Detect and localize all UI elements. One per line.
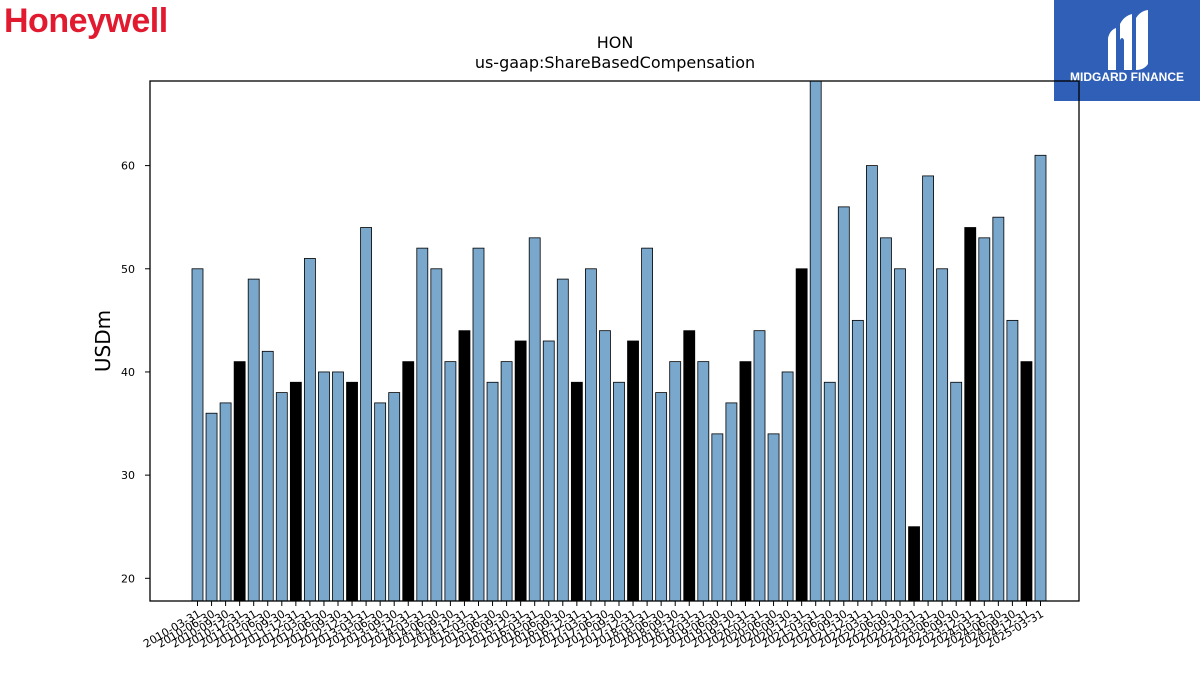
bar-2017-09-30 bbox=[613, 381, 625, 602]
y-tick-label: 20 bbox=[121, 572, 135, 585]
bar-2017-06-30 bbox=[599, 330, 611, 602]
bar-2016-09-30 bbox=[556, 278, 569, 602]
bar-2011-09-30 bbox=[275, 392, 288, 602]
bar-2012-03-31 bbox=[303, 258, 316, 602]
bar-2010-09-30 bbox=[219, 402, 232, 602]
bar-2023-09-30 bbox=[950, 381, 963, 602]
bar-2015-12-31 bbox=[514, 340, 527, 602]
bar-2024-09-30 bbox=[1006, 319, 1019, 602]
bar-2023-12-31 bbox=[964, 227, 977, 602]
bar-2010-12-31 bbox=[233, 361, 246, 602]
bar-2020-12-31 bbox=[795, 268, 808, 602]
midgard-emblem-icon bbox=[1108, 10, 1148, 70]
bar-2010-03-31 bbox=[191, 268, 204, 602]
watermark-text: MIDGARD FINANCE bbox=[1070, 70, 1184, 84]
y-axis-label: USDm bbox=[91, 310, 115, 372]
bar-2022-06-30 bbox=[880, 237, 892, 602]
bar-2018-03-31 bbox=[641, 247, 653, 602]
x-axis-ticks: 2010-03-312010-06-302010-09-302010-12-31… bbox=[141, 601, 1046, 651]
bar-2021-12-31 bbox=[851, 319, 864, 602]
bar-2019-09-30 bbox=[725, 402, 738, 602]
midgard-finance-logo: MIDGARD FINANCE bbox=[1054, 0, 1200, 101]
bar-2011-12-31 bbox=[289, 381, 302, 602]
bar-2017-12-31 bbox=[627, 340, 639, 602]
bar-2014-12-31 bbox=[458, 330, 471, 602]
bar-2021-06-30 bbox=[823, 381, 836, 602]
bar-2022-09-30 bbox=[894, 268, 906, 602]
bar-2017-03-31 bbox=[585, 268, 597, 602]
bar-2021-03-31 bbox=[809, 80, 822, 602]
bar-2015-09-30 bbox=[500, 361, 513, 602]
bar-2019-06-30 bbox=[711, 433, 724, 602]
bar-2013-12-31 bbox=[402, 361, 415, 602]
bar-2025-03-31 bbox=[1034, 154, 1047, 602]
bar-2016-12-31 bbox=[570, 381, 583, 602]
bar-2020-09-30 bbox=[781, 371, 794, 602]
bar-2024-12-31 bbox=[1020, 361, 1033, 602]
bar-2023-06-30 bbox=[936, 268, 949, 602]
y-tick-label: 60 bbox=[121, 160, 135, 173]
bar-2016-06-30 bbox=[542, 340, 555, 602]
bar-2024-03-31 bbox=[978, 237, 991, 602]
bar-2022-03-31 bbox=[866, 165, 878, 602]
bar-2013-03-31 bbox=[360, 227, 373, 602]
y-tick-label: 50 bbox=[121, 263, 135, 276]
bar-2012-12-31 bbox=[346, 381, 358, 602]
bar-2012-06-30 bbox=[318, 371, 330, 602]
bar-2014-09-30 bbox=[444, 361, 457, 602]
bar-2020-06-30 bbox=[767, 433, 780, 602]
plot-frame bbox=[149, 80, 1080, 602]
bar-2015-06-30 bbox=[486, 381, 499, 602]
bar-2022-12-31 bbox=[908, 526, 920, 602]
chart-title: HON bbox=[597, 33, 634, 52]
y-tick-label: 30 bbox=[121, 469, 135, 482]
bar-2021-09-30 bbox=[837, 206, 850, 602]
bar-2018-09-30 bbox=[669, 361, 682, 602]
y-tick-label: 40 bbox=[121, 366, 135, 379]
bar-2011-03-31 bbox=[247, 278, 260, 602]
bar-2019-12-31 bbox=[739, 361, 752, 602]
bar-2012-09-30 bbox=[332, 371, 344, 602]
bar-2013-06-30 bbox=[374, 402, 387, 602]
bar-2019-03-31 bbox=[697, 361, 710, 602]
bars-group bbox=[191, 80, 1047, 602]
chart-subtitle: us-gaap:ShareBasedCompensation bbox=[475, 53, 755, 72]
bar-2016-03-31 bbox=[528, 237, 541, 602]
bar-2014-03-31 bbox=[416, 247, 429, 602]
bar-2018-12-31 bbox=[683, 330, 696, 602]
bar-2011-06-30 bbox=[261, 350, 274, 602]
bar-2013-09-30 bbox=[388, 392, 401, 602]
bar-2010-06-30 bbox=[205, 412, 218, 602]
honeywell-logo: Honeywell bbox=[4, 2, 168, 40]
bar-2020-03-31 bbox=[753, 330, 766, 602]
bar-2015-03-31 bbox=[472, 247, 485, 602]
bar-2023-03-31 bbox=[922, 175, 934, 602]
bar-2014-06-30 bbox=[430, 268, 443, 602]
bar-2024-06-30 bbox=[992, 216, 1005, 602]
bar-2018-06-30 bbox=[655, 392, 668, 602]
y-axis-ticks: 20 30 40 50 60 bbox=[121, 160, 150, 585]
